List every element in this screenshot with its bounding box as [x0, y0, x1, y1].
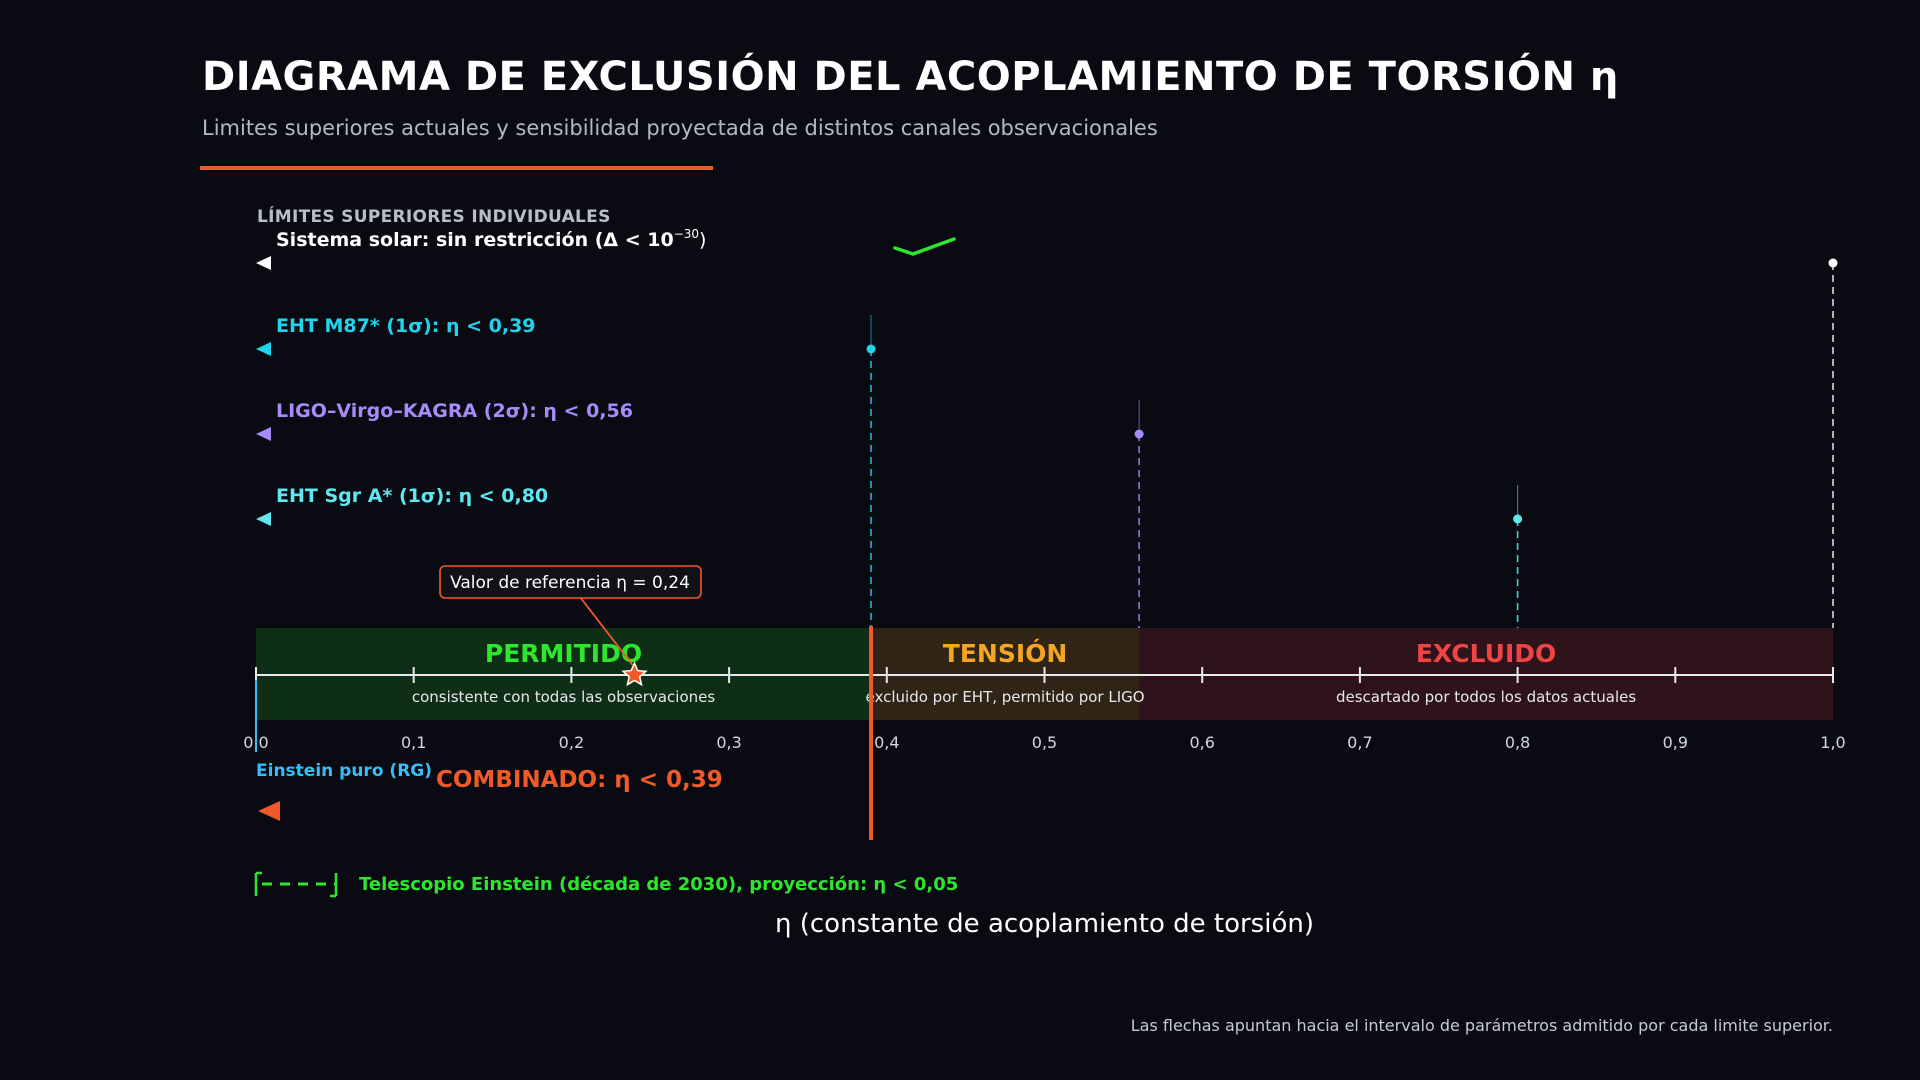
combined-arrowhead — [258, 801, 280, 821]
limit-arrowhead-0 — [256, 256, 271, 270]
reference-star-icon — [621, 661, 648, 687]
footnote: Las flechas apuntan hacia el intervalo d… — [1130, 1016, 1833, 1035]
limit-label-3: EHT Sgr A* (1σ): η < 0,80 — [276, 485, 548, 507]
x-tick-label-9: 0,9 — [1663, 733, 1688, 752]
x-tick-label-7: 0,7 — [1347, 733, 1372, 752]
limit-arrowhead-3 — [256, 512, 271, 526]
x-tick-label-4: 0,4 — [874, 733, 899, 752]
limit-arrowhead-1 — [256, 342, 271, 356]
region-label-excluido: EXCLUIDO — [1416, 639, 1556, 668]
limit-marker-1 — [866, 344, 876, 354]
x-tick-label-3: 0,3 — [716, 733, 741, 752]
x-tick-label-8: 0,8 — [1505, 733, 1530, 752]
region-description-1: excluido por EHT, permitido por LIGO — [866, 688, 1145, 706]
x-tick-label-10: 1,0 — [1820, 733, 1845, 752]
title-underline — [200, 166, 713, 170]
section-label: LÍMITES SUPERIORES INDIVIDUALES — [257, 205, 611, 227]
region-label-tensión: TENSIÓN — [943, 638, 1068, 668]
reference-box — [439, 565, 702, 599]
region-description-0: consistente con todas las observaciones — [412, 688, 716, 706]
region-description-2: descartado por todos los datos actuales — [1336, 688, 1636, 706]
projection-label: Telescopio Einstein (década de 2030), pr… — [359, 874, 958, 895]
x-tick-label-5: 0,5 — [1032, 733, 1057, 752]
limit-label-2: LIGO–Virgo–KAGRA (2σ): η < 0,56 — [276, 400, 633, 422]
x-tick-label-2: 0,2 — [559, 733, 584, 752]
einstein-label: Einstein puro (RG) — [256, 761, 432, 781]
chart-title: DIAGRAMA DE EXCLUSIÓN DEL ACOPLAMIENTO D… — [202, 54, 1619, 100]
check-mark-icon — [893, 237, 956, 256]
limit-marker-3 — [1513, 514, 1523, 524]
x-tick-label-1: 0,1 — [401, 733, 426, 752]
limit-arrowhead-2 — [256, 427, 271, 441]
limit-label-0: Sistema solar: sin restricción (Δ < 10−3… — [276, 227, 706, 251]
limit-marker-2 — [1134, 429, 1144, 439]
combined-label: COMBINADO: η < 0,39 — [436, 767, 723, 793]
x-tick-label-6: 0,6 — [1189, 733, 1214, 752]
chart-subtitle: Limites superiores actuales y sensibilid… — [202, 116, 1158, 140]
limit-label-1: EHT M87* (1σ): η < 0,39 — [276, 315, 536, 337]
reference-label: Valor de referencia η = 0,24 — [450, 573, 690, 593]
limit-marker-0 — [1828, 258, 1838, 268]
reference-pointer — [579, 596, 634, 666]
region-label-permitido: PERMITIDO — [485, 639, 642, 668]
x-axis-title: η (constante de acoplamiento de torsión) — [775, 909, 1314, 939]
